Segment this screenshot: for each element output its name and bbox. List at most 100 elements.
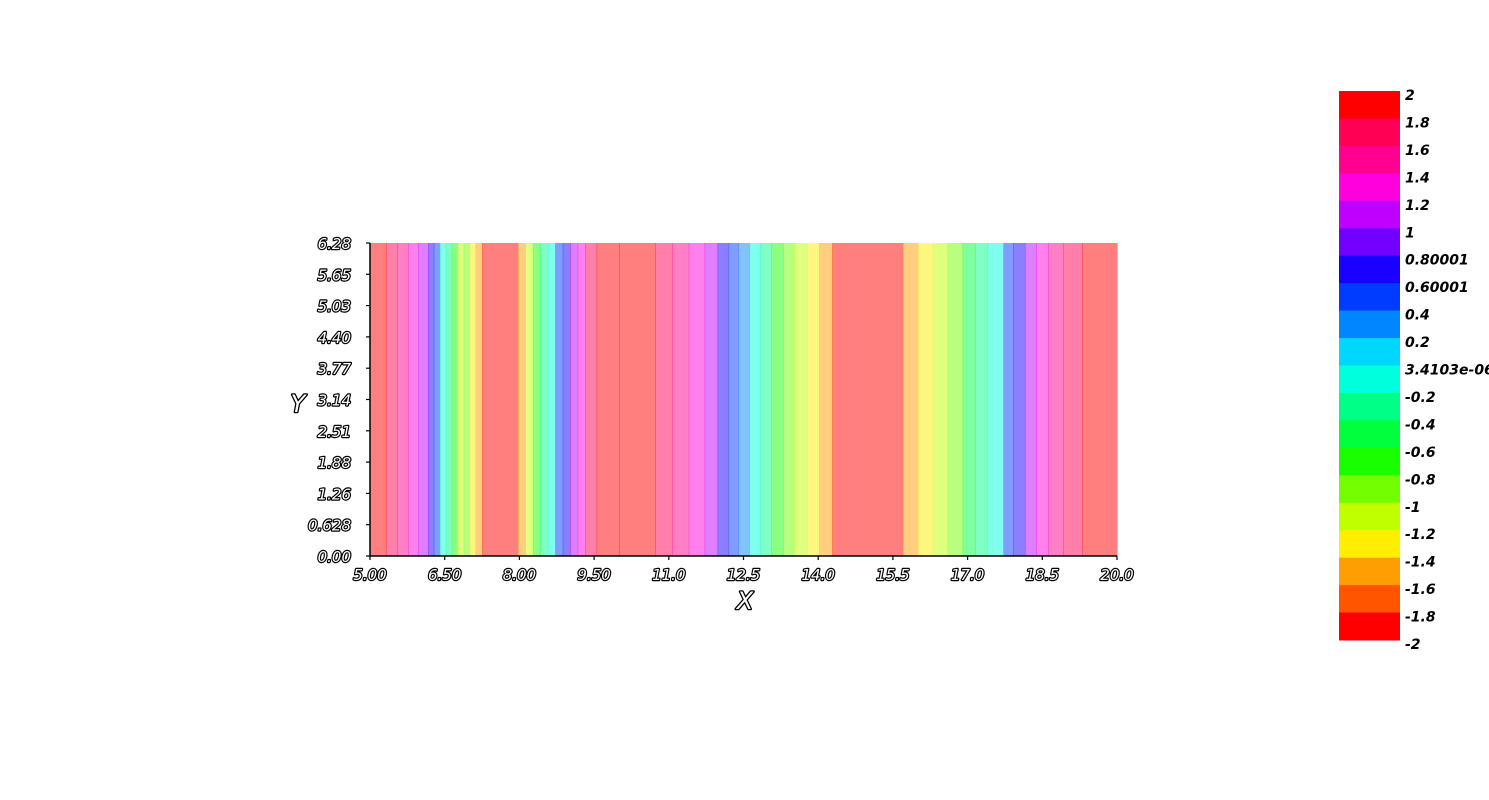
contour-band-15 [517, 243, 526, 556]
colorbar-swatch [1339, 612, 1400, 641]
contour-band-48 [987, 243, 1005, 556]
y-tick-label: 5.65 [318, 266, 351, 284]
y-tick-label: 2.51 [318, 423, 351, 441]
contour-band-27 [655, 243, 673, 556]
colorbar-label: -0.8 [1405, 472, 1436, 488]
contour-band-3 [408, 243, 419, 556]
contour-band-43 [917, 243, 934, 556]
x-tick-label: 12.5 [727, 566, 760, 584]
x-tick-label: 15.5 [876, 566, 909, 584]
colorbar-label: -1 [1405, 500, 1421, 516]
contour-band-54 [1063, 243, 1083, 556]
contour-band-5 [428, 243, 435, 556]
colorbar-swatch [1339, 173, 1400, 202]
colorbar-label: 1.2 [1405, 198, 1430, 214]
y-tick-label: 0.628 [308, 517, 351, 535]
contour-band-18 [540, 243, 549, 556]
contour-band-45 [947, 243, 964, 556]
contour-band-4 [418, 243, 429, 556]
contour-band-41 [832, 243, 904, 556]
contour-band-26 [619, 243, 656, 556]
y-tick-label: 6.28 [318, 235, 351, 253]
x-tick-label: 20.0 [1100, 566, 1133, 584]
colorbar-label: -0.4 [1405, 417, 1436, 433]
contour-band-13 [475, 243, 483, 556]
colorbar-label: 2 [1405, 88, 1415, 104]
contour-band-2 [397, 243, 409, 556]
x-tick-label: 9.50 [577, 566, 610, 584]
colorbar-label: -0.6 [1405, 445, 1436, 461]
x-tick-label: 5.00 [353, 566, 386, 584]
contour-band-38 [794, 243, 808, 556]
colorbar: 2 1.8 1.6 1.4 1.2 1 0.80001 0.60001 0.4 0.2 3.4103… [1339, 88, 1489, 653]
colorbar-swatch [1339, 475, 1400, 504]
contour-band-44 [932, 243, 949, 556]
contour-band-14 [482, 243, 519, 556]
y-tick-label: 1.26 [318, 485, 351, 503]
x-tick-label: 8.00 [503, 566, 536, 584]
colorbar-label: 0.4 [1405, 308, 1430, 324]
colorbar-swatch [1339, 118, 1400, 147]
contour-band-6 [433, 243, 441, 556]
contour-band-31 [717, 243, 730, 556]
colorbar-swatch [1339, 91, 1400, 119]
colorbar-swatch [1339, 255, 1400, 284]
colorbar-swatch [1339, 392, 1400, 421]
y-axis-title: Y [291, 390, 308, 418]
colorbar-label: 0.60001 [1405, 280, 1469, 296]
colorbar-swatch [1339, 145, 1400, 174]
contour-band-30 [704, 243, 719, 556]
x-axis-ticks: 5.00 6.50 8.00 9.50 11.0 12.5 14.0 15.5 17.0 18.5… [352, 556, 1135, 585]
colorbar-label: -1.6 [1405, 582, 1436, 598]
contour-band-36 [771, 243, 784, 556]
contour-band-50 [1013, 243, 1026, 556]
contour-field [369, 243, 1118, 557]
contour-band-40 [819, 243, 833, 556]
colorbar-label: 0.2 [1405, 335, 1430, 351]
y-tick-label: 1.88 [318, 454, 351, 472]
contour-band-55 [1082, 243, 1118, 556]
contour-band-29 [688, 243, 706, 556]
contour-band-39 [807, 243, 820, 556]
colorbar-swatch [1339, 530, 1400, 559]
colorbar-label: 3.4103e-06 [1405, 363, 1489, 379]
contour-band-32 [728, 243, 740, 556]
contour-band-51 [1024, 243, 1037, 556]
contour-band-19 [547, 243, 556, 556]
contour-band-9 [451, 243, 459, 556]
contour-band-17 [532, 243, 541, 556]
y-tick-label: 3.77 [318, 360, 352, 378]
x-tick-label: 11.0 [652, 566, 685, 584]
contour-band-42 [902, 243, 919, 556]
contour-band-47 [975, 243, 989, 556]
contour-band-0 [370, 243, 388, 556]
contour-band-53 [1048, 243, 1064, 556]
contour-band-52 [1036, 243, 1049, 556]
colorbar-swatch [1339, 447, 1400, 476]
colorbar-label: -2 [1405, 637, 1421, 653]
colorbar-label: 1.6 [1405, 143, 1430, 159]
contour-band-23 [577, 243, 586, 556]
colorbar-label: 1.8 [1405, 115, 1430, 131]
colorbar-swatch [1339, 585, 1400, 614]
colorbar-swatch [1339, 200, 1400, 229]
x-tick-label: 17.0 [951, 566, 984, 584]
colorbar-label: -1.8 [1405, 610, 1436, 626]
colorbar-label: -0.2 [1405, 390, 1436, 406]
colorbar-label: 1 [1405, 225, 1415, 241]
contour-band-24 [585, 243, 598, 556]
colorbar-label: -1.2 [1405, 527, 1436, 543]
colorbar-swatch [1339, 502, 1400, 531]
x-axis-title: X [735, 587, 754, 615]
contour-band-21 [562, 243, 571, 556]
colorbar-label: -1.4 [1405, 555, 1436, 571]
colorbar-swatch [1339, 557, 1400, 586]
colorbar-label: 1.4 [1405, 170, 1430, 186]
x-tick-label: 6.50 [428, 566, 461, 584]
colorbar-swatch [1339, 365, 1400, 394]
y-tick-label: 3.14 [318, 392, 351, 410]
contour-band-10 [457, 243, 465, 556]
contour-band-37 [783, 243, 795, 556]
y-tick-label: 4.40 [318, 329, 351, 347]
contour-band-49 [1003, 243, 1015, 556]
